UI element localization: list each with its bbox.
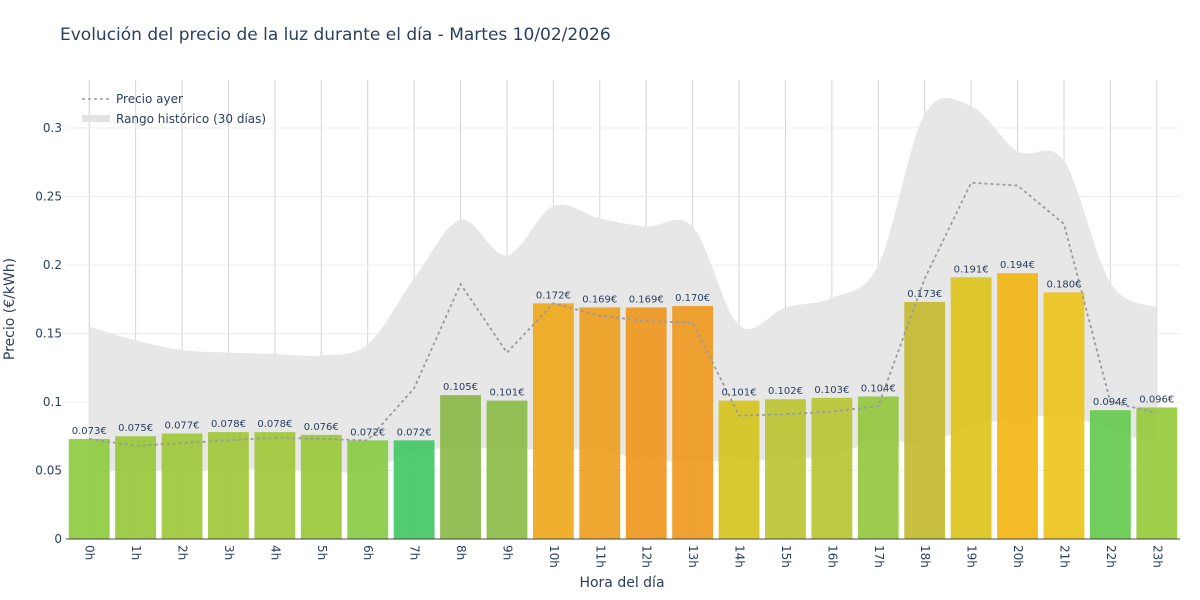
x-tick-label-7h: 7h <box>408 545 422 560</box>
x-tick-label-14h: 14h <box>733 545 747 568</box>
x-tick-label-2h: 2h <box>176 545 190 560</box>
bar-10h <box>532 303 574 539</box>
bar-16h <box>811 397 853 539</box>
x-tick-label-1h: 1h <box>129 545 143 560</box>
bar-13h <box>672 306 714 539</box>
x-tick-label-21h: 21h <box>1057 545 1071 568</box>
x-tick-label-0h: 0h <box>83 545 97 560</box>
bar-1h <box>115 436 157 539</box>
bar-label-9h: 0.101€ <box>489 388 524 399</box>
historical-range-area <box>89 97 1157 474</box>
bar-0h <box>68 438 110 539</box>
bars <box>68 273 1178 539</box>
y-tick-label: 0 <box>54 532 62 546</box>
bar-label-1h: 0.075€ <box>118 423 153 434</box>
chart-title: Evolución del precio de la luz durante e… <box>60 25 611 45</box>
x-tick-label-20h: 20h <box>1011 545 1025 568</box>
x-tick-label-10h: 10h <box>547 545 561 568</box>
bar-15h <box>765 399 806 539</box>
x-tick-label-13h: 13h <box>686 545 700 568</box>
legend: Precio ayer Rango histórico (30 días) <box>82 92 266 126</box>
x-tick-label-22h: 22h <box>1104 545 1118 568</box>
bar-2h <box>161 433 203 539</box>
bar-17h <box>857 396 899 539</box>
y-tick-label: 0.25 <box>35 189 62 203</box>
bar-label-4h: 0.078€ <box>257 419 292 430</box>
x-axis-title: Hora del día <box>579 575 664 591</box>
bar-20h <box>997 273 1038 539</box>
legend-entry-rango-historico: Rango histórico (30 días) <box>116 112 266 126</box>
bar-14h <box>718 400 760 539</box>
historical-range-band <box>89 97 1157 474</box>
bar-labels: 0.073€ 0.075€ 0.077€ 0.078€ 0.078€ 0.076€ 0.07… <box>72 260 1175 438</box>
bar-label-3h: 0.078€ <box>211 419 246 430</box>
y-tick-label: 0.15 <box>35 326 62 340</box>
yesterday-price-line <box>89 181 1157 447</box>
bar-label-11h: 0.169€ <box>582 294 617 305</box>
bar-label-12h: 0.169€ <box>629 294 664 305</box>
bar-8h <box>440 395 481 539</box>
x-tick-label-12h: 12h <box>640 545 654 568</box>
bar-5h <box>300 434 342 539</box>
bar-label-10h: 0.172€ <box>536 290 571 301</box>
x-tick-label-23h: 23h <box>1150 545 1164 568</box>
bar-label-5h: 0.076€ <box>304 422 339 433</box>
bar-label-2h: 0.077€ <box>165 420 200 431</box>
y-tick-label: 0.05 <box>35 463 62 477</box>
x-tick-label-5h: 5h <box>315 545 329 560</box>
y-tick-label: 0.3 <box>43 121 62 135</box>
bar-12h <box>625 307 667 539</box>
y-tick-label: 0.2 <box>43 258 62 272</box>
bar-3h <box>208 432 249 539</box>
legend-entry-precio-ayer: Precio ayer <box>116 92 183 106</box>
x-tick-label-19h: 19h <box>965 545 979 568</box>
x-tick-label-11h: 11h <box>593 545 607 568</box>
x-tick-label-9h: 9h <box>500 545 514 560</box>
bar-9h <box>486 400 528 539</box>
bar-4h <box>254 432 296 539</box>
axes: 0 0.05 0.1 0.15 0.2 0.25 0.3 0h 1h 2h 3h 4h 5h 6h 7h 8h… <box>35 121 1180 568</box>
yesterday-line <box>89 181 1157 447</box>
x-tick-label-4h: 4h <box>268 545 282 560</box>
bar-label-21h: 0.180€ <box>1046 279 1081 290</box>
x-tick-label-8h: 8h <box>454 545 468 560</box>
bar-label-6h: 0.072€ <box>350 427 385 438</box>
x-tick-label-16h: 16h <box>825 545 839 568</box>
bar-label-0h: 0.073€ <box>72 426 107 437</box>
bar-label-19h: 0.191€ <box>954 264 989 275</box>
bar-11h <box>579 307 621 539</box>
bar-label-22h: 0.094€ <box>1093 397 1128 408</box>
x-tick-label-15h: 15h <box>779 545 793 568</box>
bar-7h <box>393 440 435 539</box>
bar-label-15h: 0.102€ <box>768 386 803 397</box>
bar-label-14h: 0.101€ <box>722 388 757 399</box>
bar-6h <box>347 440 389 539</box>
bar-label-17h: 0.104€ <box>861 384 896 395</box>
bar-23h <box>1136 407 1178 539</box>
bar-label-18h: 0.173€ <box>907 289 942 300</box>
y-axis-title: Precio (€/kWh) <box>2 258 18 360</box>
y-tick-label: 0.1 <box>43 395 62 409</box>
bar-22h <box>1089 410 1131 539</box>
bar-label-16h: 0.103€ <box>814 385 849 396</box>
x-tick-label-18h: 18h <box>918 545 932 568</box>
bar-21h <box>1043 292 1085 539</box>
bar-label-20h: 0.194€ <box>1000 260 1035 271</box>
bar-label-7h: 0.072€ <box>397 427 432 438</box>
x-tick-label-6h: 6h <box>361 545 375 560</box>
legend-band-swatch <box>82 115 110 122</box>
x-tick-label-17h: 17h <box>872 545 886 568</box>
bar-18h <box>904 301 946 539</box>
bar-label-13h: 0.170€ <box>675 293 710 304</box>
bar-label-23h: 0.096€ <box>1139 394 1174 405</box>
x-tick-label-3h: 3h <box>222 545 236 560</box>
bar-label-8h: 0.105€ <box>443 382 478 393</box>
bar-19h <box>950 277 992 539</box>
